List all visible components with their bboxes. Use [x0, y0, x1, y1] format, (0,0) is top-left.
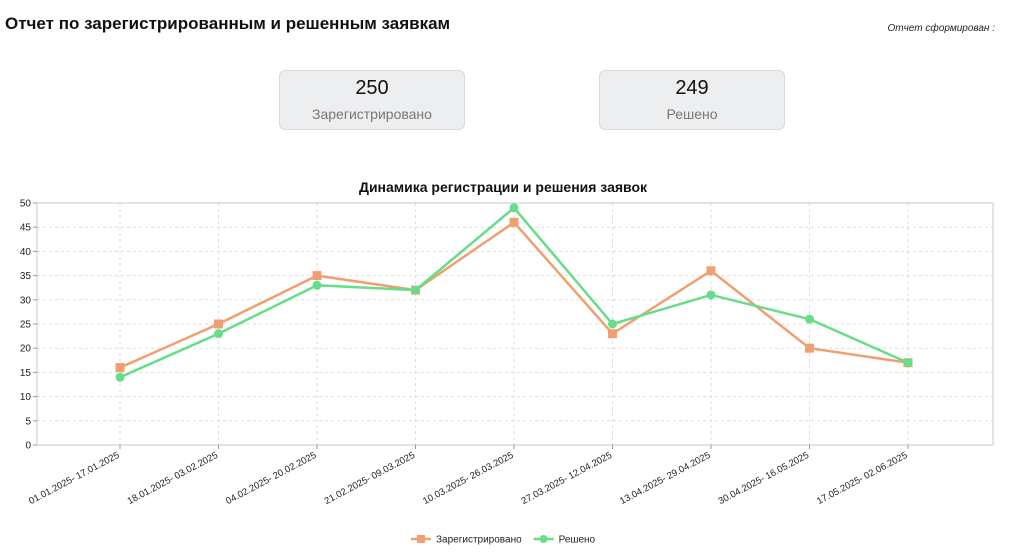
- y-tick-label: 20: [20, 344, 32, 355]
- legend-marker: [539, 535, 548, 543]
- y-tick-label: 30: [20, 295, 32, 306]
- data-point-resolved[interactable]: [805, 314, 814, 324]
- data-point-registered[interactable]: [214, 319, 223, 329]
- kpi-registered-label: Зарегистрировано: [312, 106, 432, 122]
- y-tick-label: 45: [20, 223, 32, 234]
- report-title: Отчет по зарегистрированным и решенным з…: [5, 14, 451, 33]
- y-tick-label: 15: [20, 368, 32, 379]
- data-point-registered[interactable]: [805, 343, 814, 353]
- x-tick-label: 04.02.2025- 20.02.2025: [224, 450, 318, 507]
- kpi-registered-value: 250: [355, 77, 389, 99]
- x-tick-label: 27.03.2025- 12.04.2025: [520, 450, 614, 507]
- x-tick-label: 10.03.2025- 26.03.2025: [421, 450, 515, 507]
- data-point-resolved[interactable]: [903, 358, 913, 368]
- kpi-resolved-value: 249: [675, 77, 709, 99]
- data-point-registered[interactable]: [509, 217, 519, 227]
- data-point-resolved[interactable]: [608, 319, 617, 329]
- data-point-resolved[interactable]: [509, 203, 519, 213]
- x-tick-label: 01.01.2025- 17.01.2025: [27, 450, 121, 507]
- data-point-registered[interactable]: [312, 271, 322, 281]
- report-generated-label: Отчет сформирован :: [887, 23, 995, 34]
- y-tick-label: 0: [25, 441, 31, 452]
- data-point-resolved[interactable]: [706, 290, 716, 300]
- x-tick-label: 21.02.2025- 09.03.2025: [323, 450, 417, 507]
- data-point-registered[interactable]: [706, 266, 716, 276]
- y-tick-label: 40: [20, 247, 32, 258]
- data-point-registered[interactable]: [115, 363, 125, 373]
- chart-title: Динамика регистрации и решения заявок: [359, 179, 648, 195]
- x-tick-label: 17.05.2025- 02.06.2025: [815, 450, 909, 507]
- x-tick-label: 18.01.2025- 03.02.2025: [126, 450, 220, 507]
- data-point-registered[interactable]: [608, 329, 617, 339]
- y-tick-label: 5: [25, 416, 31, 427]
- y-tick-label: 35: [20, 271, 32, 282]
- kpi-card-resolved: 249 Решено: [599, 70, 785, 130]
- data-point-resolved[interactable]: [115, 372, 125, 382]
- line-chart: Динамика регистрации и решения заявок 0 5…: [20, 179, 994, 546]
- y-tick-label: 25: [20, 320, 32, 331]
- kpi-card-registered: 250 Зарегистрировано: [279, 70, 465, 130]
- legend-marker: [417, 535, 425, 543]
- kpi-resolved-label: Решено: [666, 106, 718, 122]
- data-point-resolved[interactable]: [411, 285, 420, 295]
- legend-label[interactable]: Зарегистрировано: [436, 535, 522, 546]
- data-point-resolved[interactable]: [214, 329, 223, 339]
- y-tick-label: 10: [20, 392, 32, 403]
- y-tick-label: 50: [20, 199, 32, 210]
- legend-label[interactable]: Решено: [559, 535, 596, 546]
- data-point-resolved[interactable]: [312, 280, 322, 290]
- x-tick-label: 30.04.2025- 16.05.2025: [717, 450, 811, 507]
- x-tick-label: 13.04.2025- 29.04.2025: [618, 450, 712, 507]
